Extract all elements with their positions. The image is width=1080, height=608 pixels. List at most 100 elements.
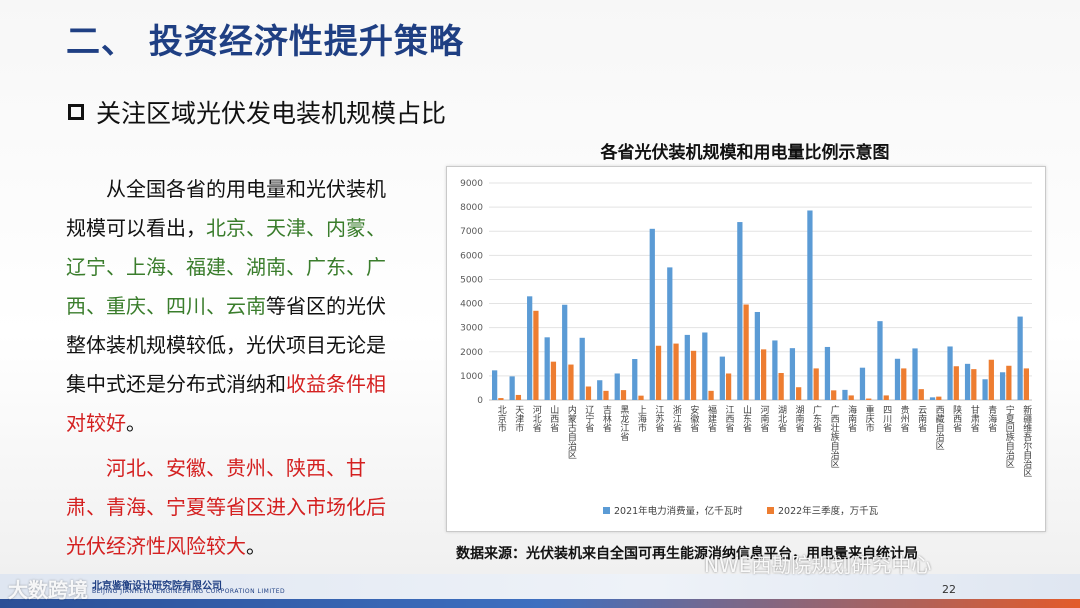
x-tick-label: 天津市 — [513, 405, 524, 433]
x-tick-label: 黑龙江省 — [618, 405, 629, 442]
bar-pv-capacity — [796, 387, 802, 400]
x-tick-label: 辽宁省 — [583, 405, 594, 433]
bar-consumption — [912, 348, 918, 400]
bar-pv-capacity — [778, 372, 784, 400]
x-tick-label: 贵州省 — [899, 404, 910, 433]
bar-pv-capacity — [1023, 368, 1029, 400]
bar-pv-capacity — [533, 310, 539, 400]
bar-consumption — [1017, 316, 1023, 400]
x-tick-label: 湖南省 — [794, 405, 805, 433]
bar-consumption — [702, 332, 708, 400]
page-number: 22 — [942, 583, 956, 596]
bar-pv-capacity — [848, 395, 854, 400]
x-tick-label: 安徽省 — [688, 404, 699, 433]
bar-pv-capacity — [655, 345, 662, 400]
y-tick-label: 8000 — [460, 203, 483, 213]
x-tick-label: 广西壮族自治区 — [829, 404, 840, 468]
bar-pv-capacity — [620, 390, 627, 400]
x-tick-label: 宁夏回族自治区 — [1004, 404, 1015, 468]
bar-consumption — [964, 363, 971, 400]
bar-consumption — [789, 348, 796, 400]
x-tick-label: 云南省 — [916, 405, 927, 433]
y-tick-label: 4000 — [460, 300, 483, 310]
bar-pv-capacity — [725, 373, 732, 400]
company-name: 北京鉴衡设计研究院有限公司 — [92, 581, 222, 592]
bar-pv-capacity — [953, 366, 959, 400]
bar-consumption — [684, 334, 690, 400]
y-tick-label: 3000 — [460, 324, 483, 334]
bar-pv-capacity — [971, 369, 977, 400]
bar-pv-capacity — [568, 364, 574, 400]
bullet-text: 关注区域光伏发电装机规模占比 — [96, 99, 447, 128]
bar-consumption — [754, 311, 760, 400]
x-tick-label: 福建省 — [706, 404, 717, 433]
bar-consumption — [859, 367, 866, 400]
bar-consumption — [579, 337, 585, 400]
bar-pv-capacity — [603, 390, 609, 400]
x-tick-label: 四川省 — [881, 405, 892, 433]
x-tick-label: 北京市 — [496, 405, 507, 433]
bar-pv-capacity — [585, 386, 592, 400]
x-tick-label: 河北省 — [531, 404, 542, 433]
bar-pv-capacity — [901, 368, 907, 400]
bar-pv-capacity — [673, 343, 679, 400]
x-tick-label: 新疆维吾尔自治区 — [1021, 404, 1032, 477]
bar-consumption — [614, 373, 620, 400]
bar-pv-capacity — [813, 368, 819, 400]
bar-consumption — [562, 304, 568, 400]
chart-frame: 0 1000 2000 3000 4000 5000 6000 7000 8000 9000 北京市… — [446, 166, 1046, 532]
bar-consumption — [509, 376, 515, 400]
bar-consumption — [947, 346, 953, 400]
bullet-heading: 关注区域光伏发电装机规模占比 — [68, 94, 446, 130]
bar-pv-capacity — [498, 398, 504, 400]
bar-pv-capacity — [988, 359, 994, 400]
para1-prefix: 从全国各省的用电量和光伏装机规模可以看出， — [66, 177, 386, 240]
bar-consumption — [492, 370, 498, 400]
y-tick-label: 2000 — [460, 348, 483, 358]
bar-consumption — [667, 267, 673, 400]
company-name-en: BEIJING JIANHENG ENGINEERING CORPORATION… — [92, 588, 286, 595]
x-tick-label: 河南省 — [759, 404, 770, 433]
bar-pv-capacity — [690, 350, 697, 400]
para1-green-regions: 北京、天津、内蒙、辽宁、上海、福建、湖南、广东、广西、重庆、四川、云南 — [66, 216, 386, 318]
bar-chart: 0 1000 2000 3000 4000 5000 6000 7000 8000 9000 北京市… — [460, 179, 1032, 517]
bar-consumption — [824, 346, 831, 400]
bar-consumption — [597, 380, 603, 400]
y-tick-label: 1000 — [460, 372, 483, 382]
watermark-left: 大数跨境 — [8, 578, 88, 602]
square-bullet-icon — [68, 104, 84, 120]
x-tick-label: 吉林省 — [601, 405, 612, 433]
bar-pv-capacity — [550, 361, 557, 400]
y-tick-label: 7000 — [460, 227, 483, 237]
bar-pv-capacity — [638, 395, 644, 400]
bar-pv-capacity — [883, 395, 889, 400]
bar-consumption — [719, 356, 725, 400]
bar-pv-capacity — [708, 390, 714, 400]
para1-suffix: 。 — [126, 411, 146, 435]
x-tick-label: 重庆市 — [864, 404, 875, 433]
x-tick-label: 陕西省 — [951, 404, 962, 433]
bar-pv-capacity — [743, 304, 749, 400]
bar-pv-capacity — [1006, 365, 1012, 400]
body-text: 从全国各省的用电量和光伏装机规模可以看出，北京、天津、内蒙、辽宁、上海、福建、湖… — [66, 170, 386, 566]
para2-red-regions: 河北、安徽、贵州、陕西、甘肃、青海、宁夏等省区进入市场化后光伏经济性风险较大 — [66, 456, 386, 558]
bar-consumption — [982, 379, 988, 400]
x-tick-label: 海南省 — [846, 404, 857, 433]
x-tick-label: 山东省 — [741, 405, 752, 433]
legend-label: 2022年三季度，万千瓦 — [778, 505, 879, 517]
bar-consumption — [929, 397, 936, 400]
x-tick-label: 上海市 — [636, 405, 647, 433]
bar-consumption — [877, 321, 883, 400]
bar-pv-capacity — [866, 398, 872, 400]
x-tick-label: 山西省 — [548, 405, 559, 433]
bar-pv-capacity — [936, 396, 942, 400]
x-tick-label: 湖北省 — [776, 405, 787, 433]
x-tick-label: 浙江省 — [671, 404, 682, 433]
page-title: 二、 投资经济性提升策略 — [66, 22, 464, 62]
x-tick-label: 内蒙古自治区 — [566, 404, 577, 459]
x-tick-label: 广东省 — [811, 404, 822, 433]
x-tick-label: 甘肃省 — [969, 404, 980, 433]
legend-label: 2021年电力消费量，亿千瓦时 — [614, 505, 743, 517]
bar-consumption — [527, 296, 533, 400]
bar-pv-capacity — [918, 389, 924, 400]
